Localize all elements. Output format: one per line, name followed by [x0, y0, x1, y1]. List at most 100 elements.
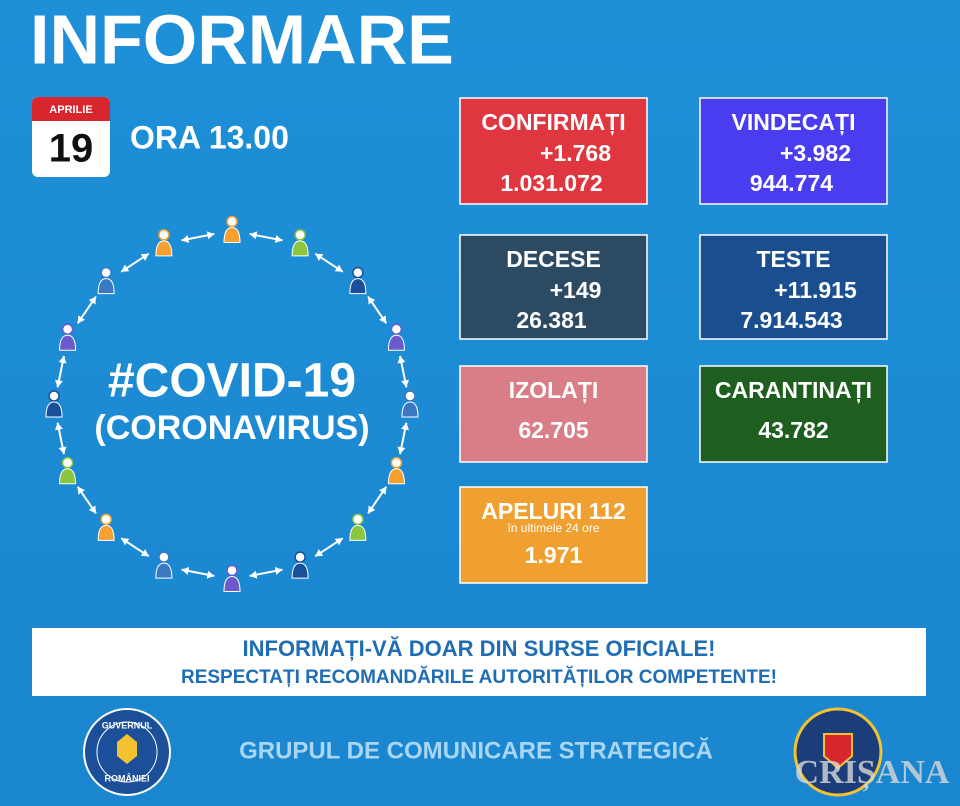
person: [349, 266, 367, 295]
box-label: VINDECAȚI: [732, 109, 856, 135]
box-delta: +1.768: [540, 140, 611, 166]
person-head: [48, 390, 60, 402]
person-head: [404, 390, 416, 402]
box-total: 1.031.072: [500, 170, 602, 196]
box-bg: [699, 234, 888, 340]
arrow-head: [121, 264, 130, 272]
box-total: 43.782: [758, 417, 828, 443]
box-label: DECESE: [506, 246, 601, 272]
arrow-head: [397, 355, 406, 364]
person-head: [352, 266, 364, 279]
page-title: INFORMARE: [30, 0, 454, 78]
person-body: [223, 575, 241, 592]
arrow-head: [55, 422, 63, 431]
person-head: [390, 457, 403, 469]
person-head: [158, 229, 170, 241]
person-body: [155, 240, 173, 257]
logo-eagle: [117, 734, 137, 764]
arrow-head: [334, 538, 343, 546]
arrow-head: [181, 567, 190, 575]
box-label: TESTE: [756, 246, 830, 272]
person: [387, 323, 405, 351]
person-body: [387, 468, 405, 485]
person: [45, 390, 63, 418]
box-total: 26.381: [516, 307, 587, 333]
covid-subtitle: (CORONAVIRUS): [94, 409, 369, 447]
arrow-head: [58, 355, 67, 364]
person-head: [352, 513, 364, 526]
person-head: [158, 551, 170, 563]
footer-text: GRUPUL DE COMUNICARE STRATEGICĂ: [239, 736, 713, 764]
arrow-head: [401, 379, 409, 388]
banner: [32, 628, 926, 696]
box-delta: +149: [550, 277, 602, 303]
person: [291, 229, 309, 257]
arrow-head: [206, 231, 215, 240]
box-label: CONFIRMAȚI: [481, 109, 625, 135]
box-bg: [459, 365, 648, 463]
box-delta: +11.915: [774, 277, 857, 303]
arrow-head: [181, 235, 190, 243]
person: [223, 564, 241, 592]
calendar-day: 19: [49, 127, 94, 171]
box-bg: [459, 234, 648, 340]
covid-title: #COVID-19: [108, 355, 356, 408]
arrow-head: [315, 253, 324, 261]
arrow-head: [368, 505, 376, 514]
logo-shield: [823, 733, 853, 770]
time: ORA 13.00: [130, 119, 289, 155]
person: [59, 457, 77, 485]
person-body: [401, 401, 419, 418]
box-delta: +3.982: [780, 140, 851, 166]
box-bg: [459, 486, 648, 584]
banner-line: RESPECTAȚI RECOMANDĂRILE AUTORITĂȚILOR C…: [181, 666, 777, 688]
arrow-head: [121, 538, 130, 546]
person: [155, 551, 173, 579]
person-head: [61, 323, 74, 335]
arrow-head: [315, 549, 324, 557]
logo-text: ROMÂNIEI: [105, 772, 150, 783]
arrow-head: [379, 486, 387, 495]
person-body: [291, 562, 309, 579]
calendar-header: [32, 97, 110, 121]
arrow-head: [274, 235, 283, 243]
person: [349, 513, 367, 541]
person-head: [294, 229, 306, 241]
watermark: CRIȘANA: [795, 754, 950, 792]
calendar: APRILIE 19: [32, 97, 110, 177]
person: [291, 551, 309, 579]
person-body: [223, 227, 241, 244]
stat-box: VINDECAȚI +3.982 944.774: [699, 97, 888, 205]
stat-box: CARANTINAȚI 43.782: [699, 365, 888, 463]
arrow-head: [379, 315, 387, 324]
stat-boxes: CONFIRMAȚI +1.768 1.031.072 VINDECAȚI +3.982…: [459, 97, 888, 584]
person-body: [349, 278, 367, 295]
person-body: [97, 524, 115, 541]
arrow-head: [274, 567, 283, 575]
box-total: 62.705: [518, 417, 589, 443]
person: [223, 215, 241, 244]
arrow-head: [206, 570, 215, 579]
person-body: [155, 562, 173, 579]
arrow-head: [88, 296, 96, 305]
box-label: IZOLAȚI: [509, 377, 598, 403]
arrow-head: [88, 505, 96, 514]
person: [401, 390, 419, 418]
arrow-head: [55, 379, 63, 388]
dsu-logo: [793, 707, 883, 797]
person-body: [291, 240, 309, 257]
box-total: 7.914.543: [740, 307, 842, 333]
banner-line: INFORMAȚI-VĂ DOAR DIN SURSE OFICIALE!: [243, 636, 716, 661]
arrow-head: [401, 422, 409, 431]
logo-text: GUVERNUL: [102, 720, 153, 730]
person: [97, 266, 115, 295]
person: [155, 229, 173, 257]
box-bg: [459, 97, 648, 205]
stat-box: IZOLAȚI 62.705: [459, 365, 648, 463]
arrow-head: [397, 446, 406, 455]
arrow-head: [58, 446, 67, 455]
person-body: [45, 401, 63, 418]
